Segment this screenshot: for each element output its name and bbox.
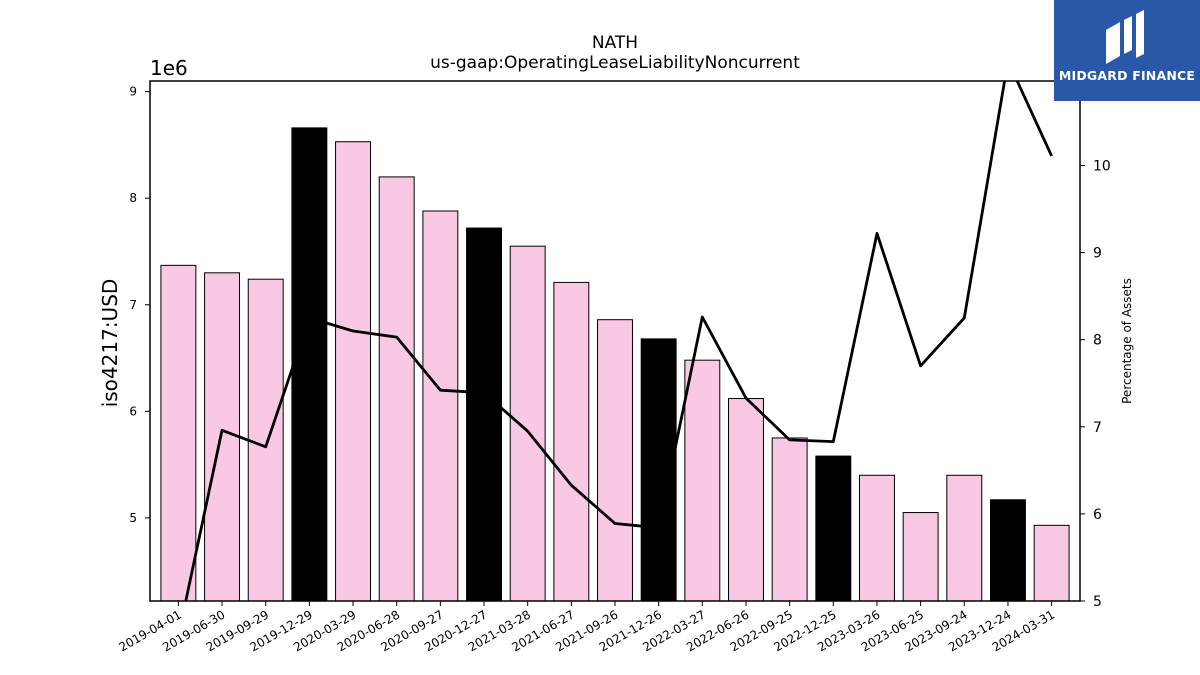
- bar-2023-12-24: [989, 499, 1026, 602]
- y2-tick-label: 10: [1093, 158, 1111, 174]
- right-axis: 5 6 7 8 9 10: [1080, 158, 1111, 610]
- bar-2020-09-27: [422, 210, 459, 602]
- logo-mark-icon: [1106, 10, 1144, 64]
- bar-2023-03-26: [859, 474, 895, 602]
- chart-subtitle: us-gaap:OperatingLeaseLiabilityNoncurren…: [430, 53, 800, 73]
- company-logo: MIDGARD FINANCE: [1054, 0, 1200, 101]
- percentage-line: [184, 81, 1053, 601]
- bar-2021-03-28: [509, 245, 546, 602]
- line-group: [184, 81, 1053, 601]
- logo-wordmark: MIDGARD FINANCE: [1058, 68, 1196, 83]
- y-tick-label: 6: [129, 404, 137, 418]
- y2-tick-label: 5: [1093, 594, 1102, 610]
- left-axis: 5 6 7 8 9: [129, 85, 150, 525]
- y2-tick-label: 6: [1093, 507, 1102, 523]
- bars-group: [160, 127, 1070, 602]
- bar-2019-12-29: [291, 127, 328, 602]
- bar-2020-06-28: [378, 176, 415, 602]
- y-tick-label: 7: [129, 298, 137, 312]
- bar-2022-12-25: [815, 455, 852, 602]
- bar-2019-06-30: [204, 272, 241, 602]
- bar-2021-06-27: [553, 281, 590, 602]
- x-axis: 2019-04-012019-06-302019-09-292019-12-29…: [116, 601, 1057, 654]
- bar-2020-12-27: [466, 227, 502, 602]
- bar-2024-03-31: [1033, 524, 1070, 602]
- y2-tick-label: 7: [1093, 420, 1102, 436]
- bar-2022-09-25: [771, 437, 808, 602]
- y-tick-label: 9: [129, 85, 137, 99]
- y2-tick-label: 9: [1093, 246, 1102, 262]
- bar-2023-06-25: [902, 512, 939, 602]
- y-axis-label: iso4217:USD: [98, 279, 122, 408]
- y-tick-label: 5: [129, 511, 137, 525]
- bar-2020-03-29: [335, 141, 371, 602]
- bar-2019-04-01: [160, 264, 197, 602]
- bar-2023-09-24: [946, 474, 983, 602]
- bar-2022-06-26: [728, 398, 764, 602]
- bar-2021-09-26: [597, 319, 633, 602]
- bar-2022-03-27: [684, 359, 721, 602]
- y-offset-text: 1e6: [150, 56, 188, 80]
- y2-axis-label: Percentage of Assets: [1120, 278, 1134, 404]
- y-tick-label: 8: [129, 191, 137, 205]
- bar-2019-09-29: [247, 278, 284, 602]
- chart-title: NATH: [592, 33, 638, 53]
- y2-tick-label: 8: [1093, 333, 1102, 349]
